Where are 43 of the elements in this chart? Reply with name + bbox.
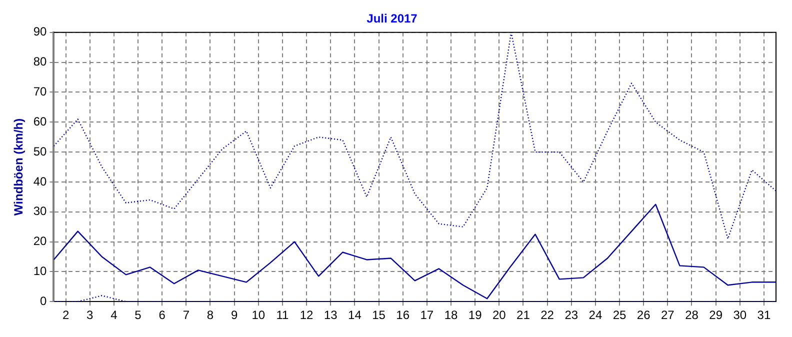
y-tick-label: 10 <box>33 264 48 278</box>
y-tick-label: 30 <box>33 204 48 218</box>
x-tick-label: 14 <box>348 308 362 322</box>
y-tick-label: 80 <box>33 54 48 69</box>
x-tick-label: 29 <box>709 308 723 322</box>
x-tick-label: 6 <box>158 308 166 322</box>
x-tick-label: 24 <box>588 308 602 322</box>
x-tick-label: 9 <box>230 308 238 322</box>
x-tick-label: 21 <box>516 308 530 322</box>
x-tick-label: 22 <box>540 308 554 322</box>
x-tick-label: 26 <box>636 308 651 322</box>
y-tick-label: 0 <box>40 294 48 308</box>
x-tick-label: 15 <box>372 308 386 322</box>
x-tick-label: 7 <box>182 308 190 322</box>
y-axis-title: Windböen (km/h) <box>12 118 26 216</box>
x-tick-label: 16 <box>396 308 410 322</box>
x-tick-label: 25 <box>612 308 627 322</box>
x-tick-label: 19 <box>468 308 482 322</box>
y-tick-label: 40 <box>33 174 48 188</box>
x-tick-label: 18 <box>444 308 458 322</box>
y-tick-label: 70 <box>33 84 48 99</box>
x-tick-label: 2 <box>62 308 70 322</box>
x-tick-label: 20 <box>492 308 506 322</box>
y-tick-label: 20 <box>33 234 48 248</box>
x-tick-label: 28 <box>685 308 699 322</box>
x-tick-label: 11 <box>276 308 290 322</box>
x-tick-label: 23 <box>564 308 578 322</box>
y-tick-label: 90 <box>33 24 48 39</box>
chart-title: Juli 2017 <box>366 12 418 26</box>
x-tick-label: 3 <box>86 308 94 322</box>
x-tick-label: 12 <box>300 308 314 322</box>
x-tick-label: 17 <box>420 308 434 322</box>
x-tick-label: 4 <box>110 308 118 322</box>
x-tick-label: 13 <box>324 308 338 322</box>
line-series <box>54 32 776 240</box>
x-tick-label: 5 <box>134 308 142 322</box>
x-tick-label: 10 <box>252 308 266 322</box>
x-tick-label: 30 <box>733 308 747 322</box>
x-tick-label: 31 <box>757 308 771 322</box>
x-tick-label: 27 <box>660 308 675 322</box>
x-tick-label: 8 <box>206 308 214 322</box>
y-tick-label: 60 <box>33 114 48 128</box>
y-tick-label: 50 <box>33 144 48 158</box>
